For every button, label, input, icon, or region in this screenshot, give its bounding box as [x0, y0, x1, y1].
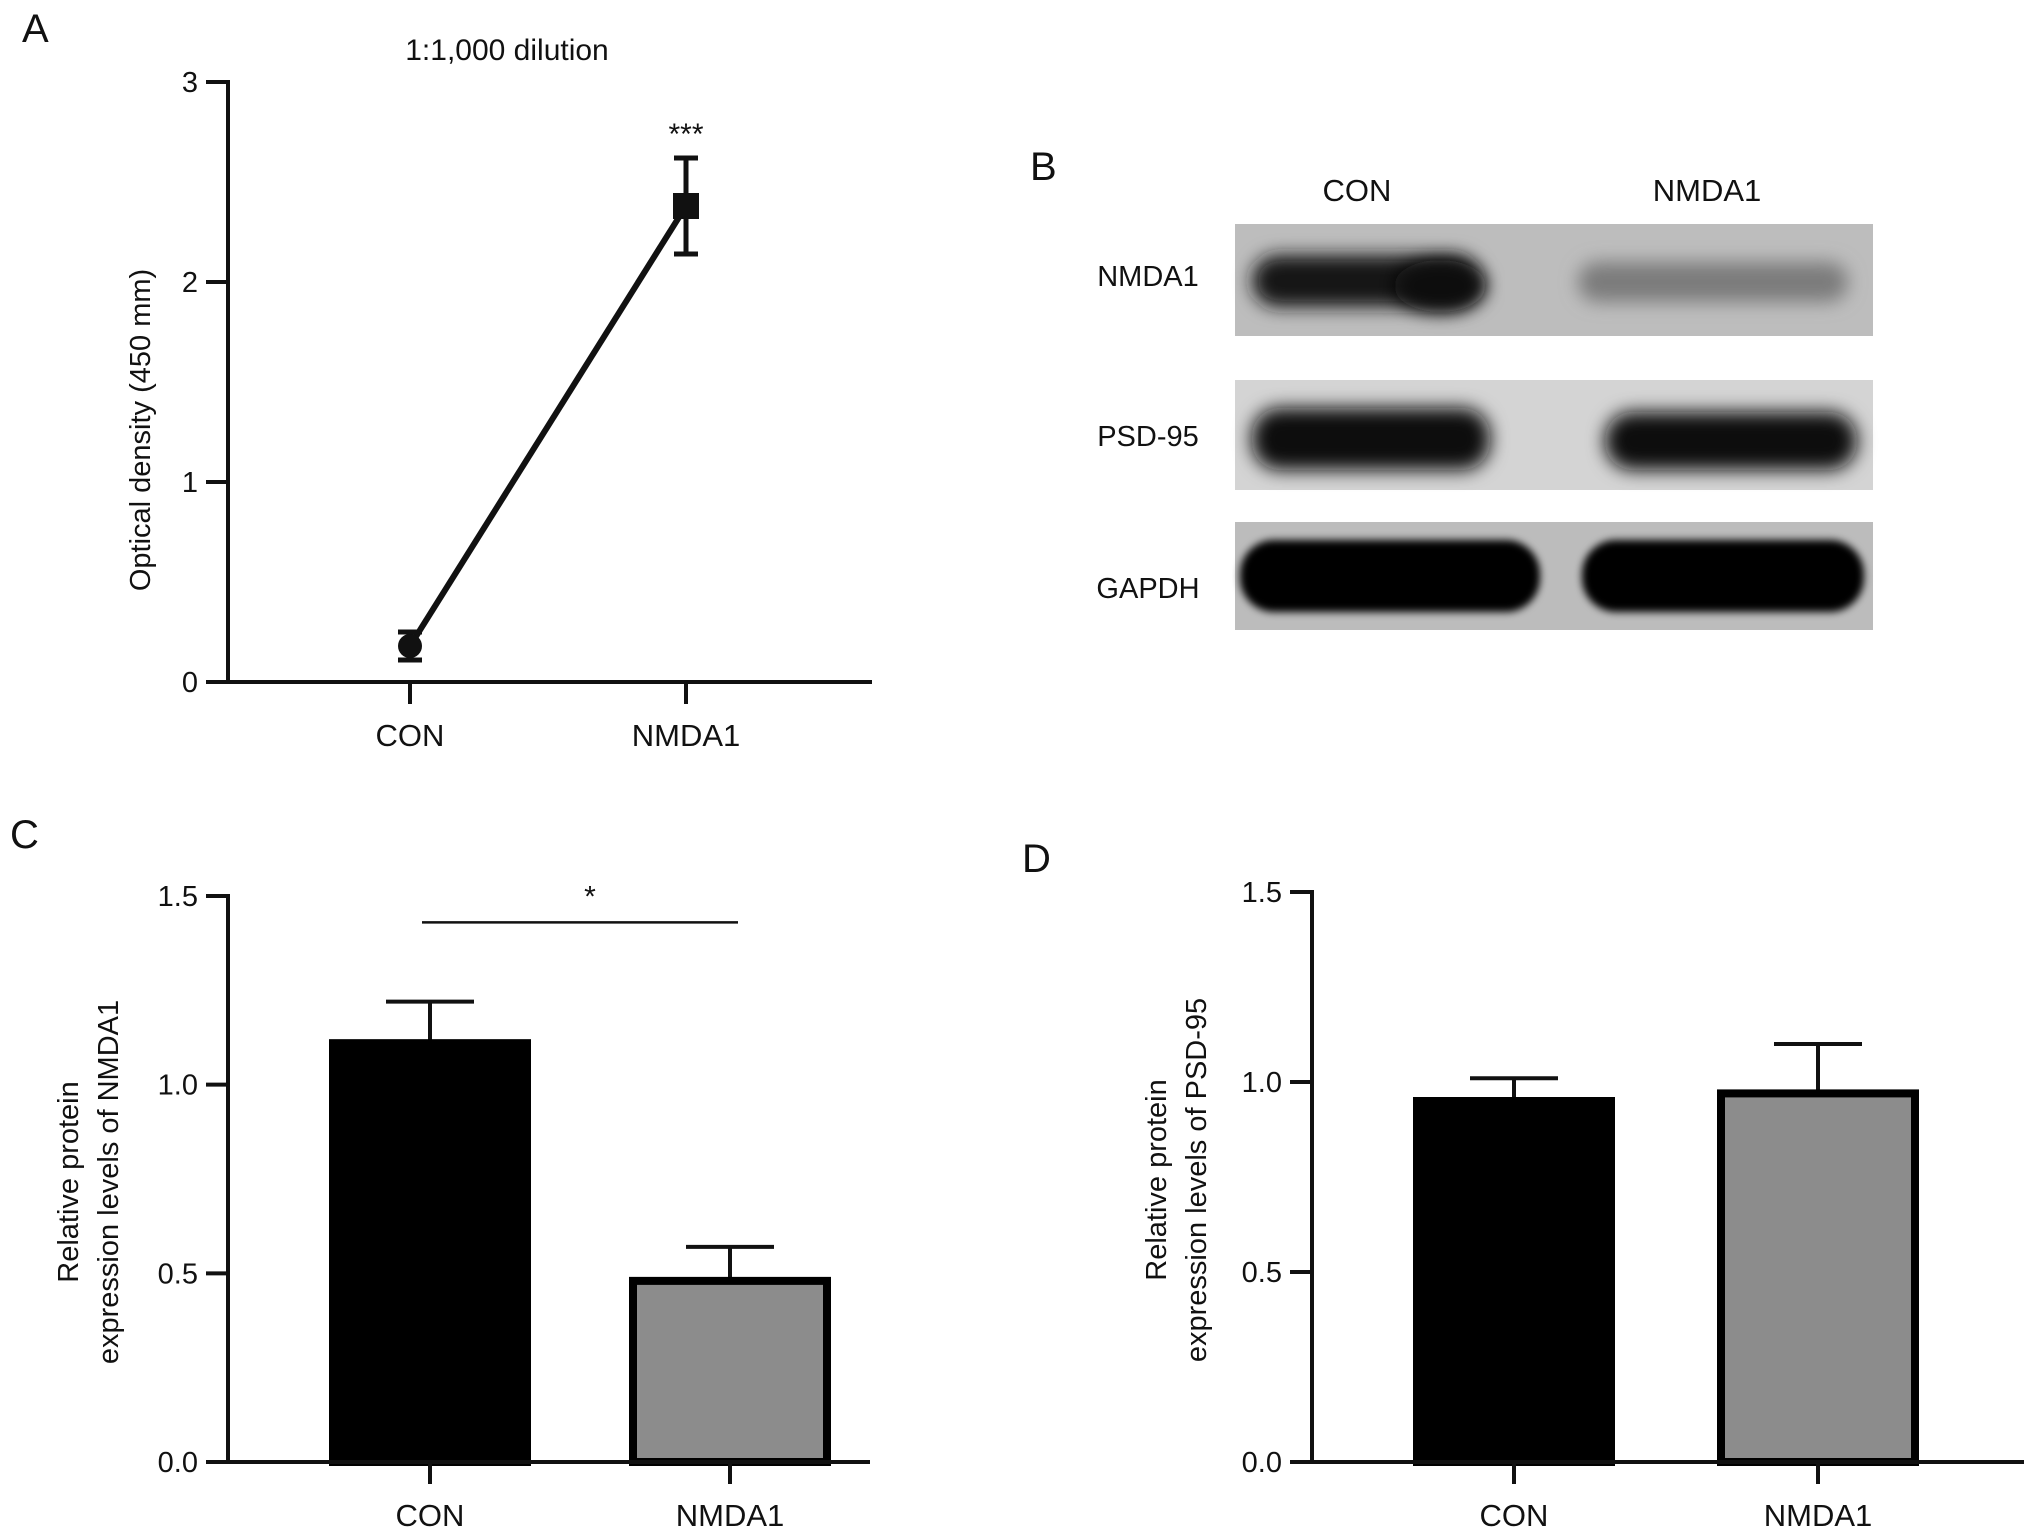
lane-label-con: CON — [1323, 173, 1392, 208]
y-tick-label: 0.5 — [158, 1258, 198, 1290]
data-point-nmda1 — [673, 193, 699, 219]
bars — [329, 999, 831, 1467]
line-chart-optical-density: 1:1,000 dilution Optical density (450 mm… — [125, 34, 872, 753]
band-psd95-con — [1252, 408, 1490, 470]
x-tick-label: CON — [396, 1498, 465, 1533]
y-tick-label: 3 — [182, 67, 198, 99]
panel-letter-c: C — [10, 813, 39, 857]
chart-title: 1:1,000 dilution — [405, 34, 609, 67]
bar-con — [1413, 1097, 1615, 1466]
data-point-con — [398, 634, 422, 658]
y-axis-title: Optical density (450 mm) — [125, 269, 157, 591]
y-tick-label: 1.0 — [158, 1070, 198, 1102]
significance-marker: *** — [668, 118, 703, 151]
axes — [1310, 890, 2024, 1464]
x-ticks: CON NMDA1 — [396, 1462, 785, 1533]
blot-row-label-psd95: PSD-95 — [1097, 421, 1199, 453]
bar-chart-nmda1-expression: Relative protein expression levels of NM… — [53, 880, 870, 1533]
x-tick-label: NMDA1 — [1764, 1498, 1873, 1533]
blot-row-label-gapdh: GAPDH — [1096, 573, 1199, 605]
y-tick-label: 0.0 — [1242, 1447, 1282, 1479]
y-ticks: 0 1 2 3 — [182, 67, 228, 699]
bars — [1413, 1042, 1919, 1467]
data-series — [398, 155, 699, 663]
x-ticks: CON NMDA1 — [376, 682, 741, 753]
y-tick-label: 0.0 — [158, 1447, 198, 1479]
y-axis-title-line-1: Relative protein — [1141, 1079, 1173, 1281]
blot-row-label-nmda1: NMDA1 — [1097, 261, 1199, 293]
y-tick-label: 1.5 — [158, 881, 198, 913]
significance-bracket: * — [422, 880, 738, 924]
y-tick-label: 1 — [182, 467, 198, 499]
y-tick-label: 1.0 — [1242, 1067, 1282, 1099]
bar-chart-psd95-expression: Relative protein expression levels of PS… — [1141, 877, 2024, 1533]
axes — [226, 894, 870, 1464]
y-ticks: 0.0 0.5 1.0 1.5 — [158, 881, 228, 1479]
band-psd95-nmda1 — [1605, 412, 1857, 470]
y-axis-title-line-2: expression levels of PSD-95 — [1181, 998, 1213, 1362]
y-tick-label: 2 — [182, 267, 198, 299]
western-blot: CON NMDA1 NMDA1 PSD-95 GAPDH — [1096, 173, 1873, 630]
significance-marker: * — [584, 880, 596, 913]
y-axis-title-line-1: Relative protein — [53, 1081, 85, 1283]
y-tick-label: 0 — [182, 667, 198, 699]
lane-label-nmda1: NMDA1 — [1653, 173, 1762, 208]
x-tick-label: NMDA1 — [676, 1498, 785, 1533]
y-tick-label: 1.5 — [1242, 877, 1282, 909]
bar-con — [329, 1039, 531, 1467]
x-tick-label: CON — [1480, 1498, 1549, 1533]
band-nmda1-con — [1252, 255, 1486, 312]
band-nmda1-nmda1 — [1578, 262, 1848, 302]
band-gapdh-con — [1240, 540, 1540, 612]
axes — [226, 80, 872, 684]
bar-nmda1 — [1717, 1089, 1919, 1467]
panel-letter-d: D — [1022, 837, 1051, 881]
x-ticks: CON NMDA1 — [1480, 1462, 1873, 1533]
panel-letter-a: A — [22, 7, 49, 51]
x-tick-label: CON — [376, 718, 445, 753]
y-tick-label: 0.5 — [1242, 1257, 1282, 1289]
y-axis-title-line-2: expression levels of NMDA1 — [93, 1000, 125, 1364]
y-ticks: 0.0 0.5 1.0 1.5 — [1242, 877, 1312, 1479]
panel-letter-b: B — [1030, 145, 1057, 189]
x-tick-label: NMDA1 — [632, 718, 741, 753]
band-gapdh-nmda1 — [1582, 540, 1864, 612]
bar-nmda1 — [629, 1276, 831, 1466]
series-line — [407, 204, 689, 648]
